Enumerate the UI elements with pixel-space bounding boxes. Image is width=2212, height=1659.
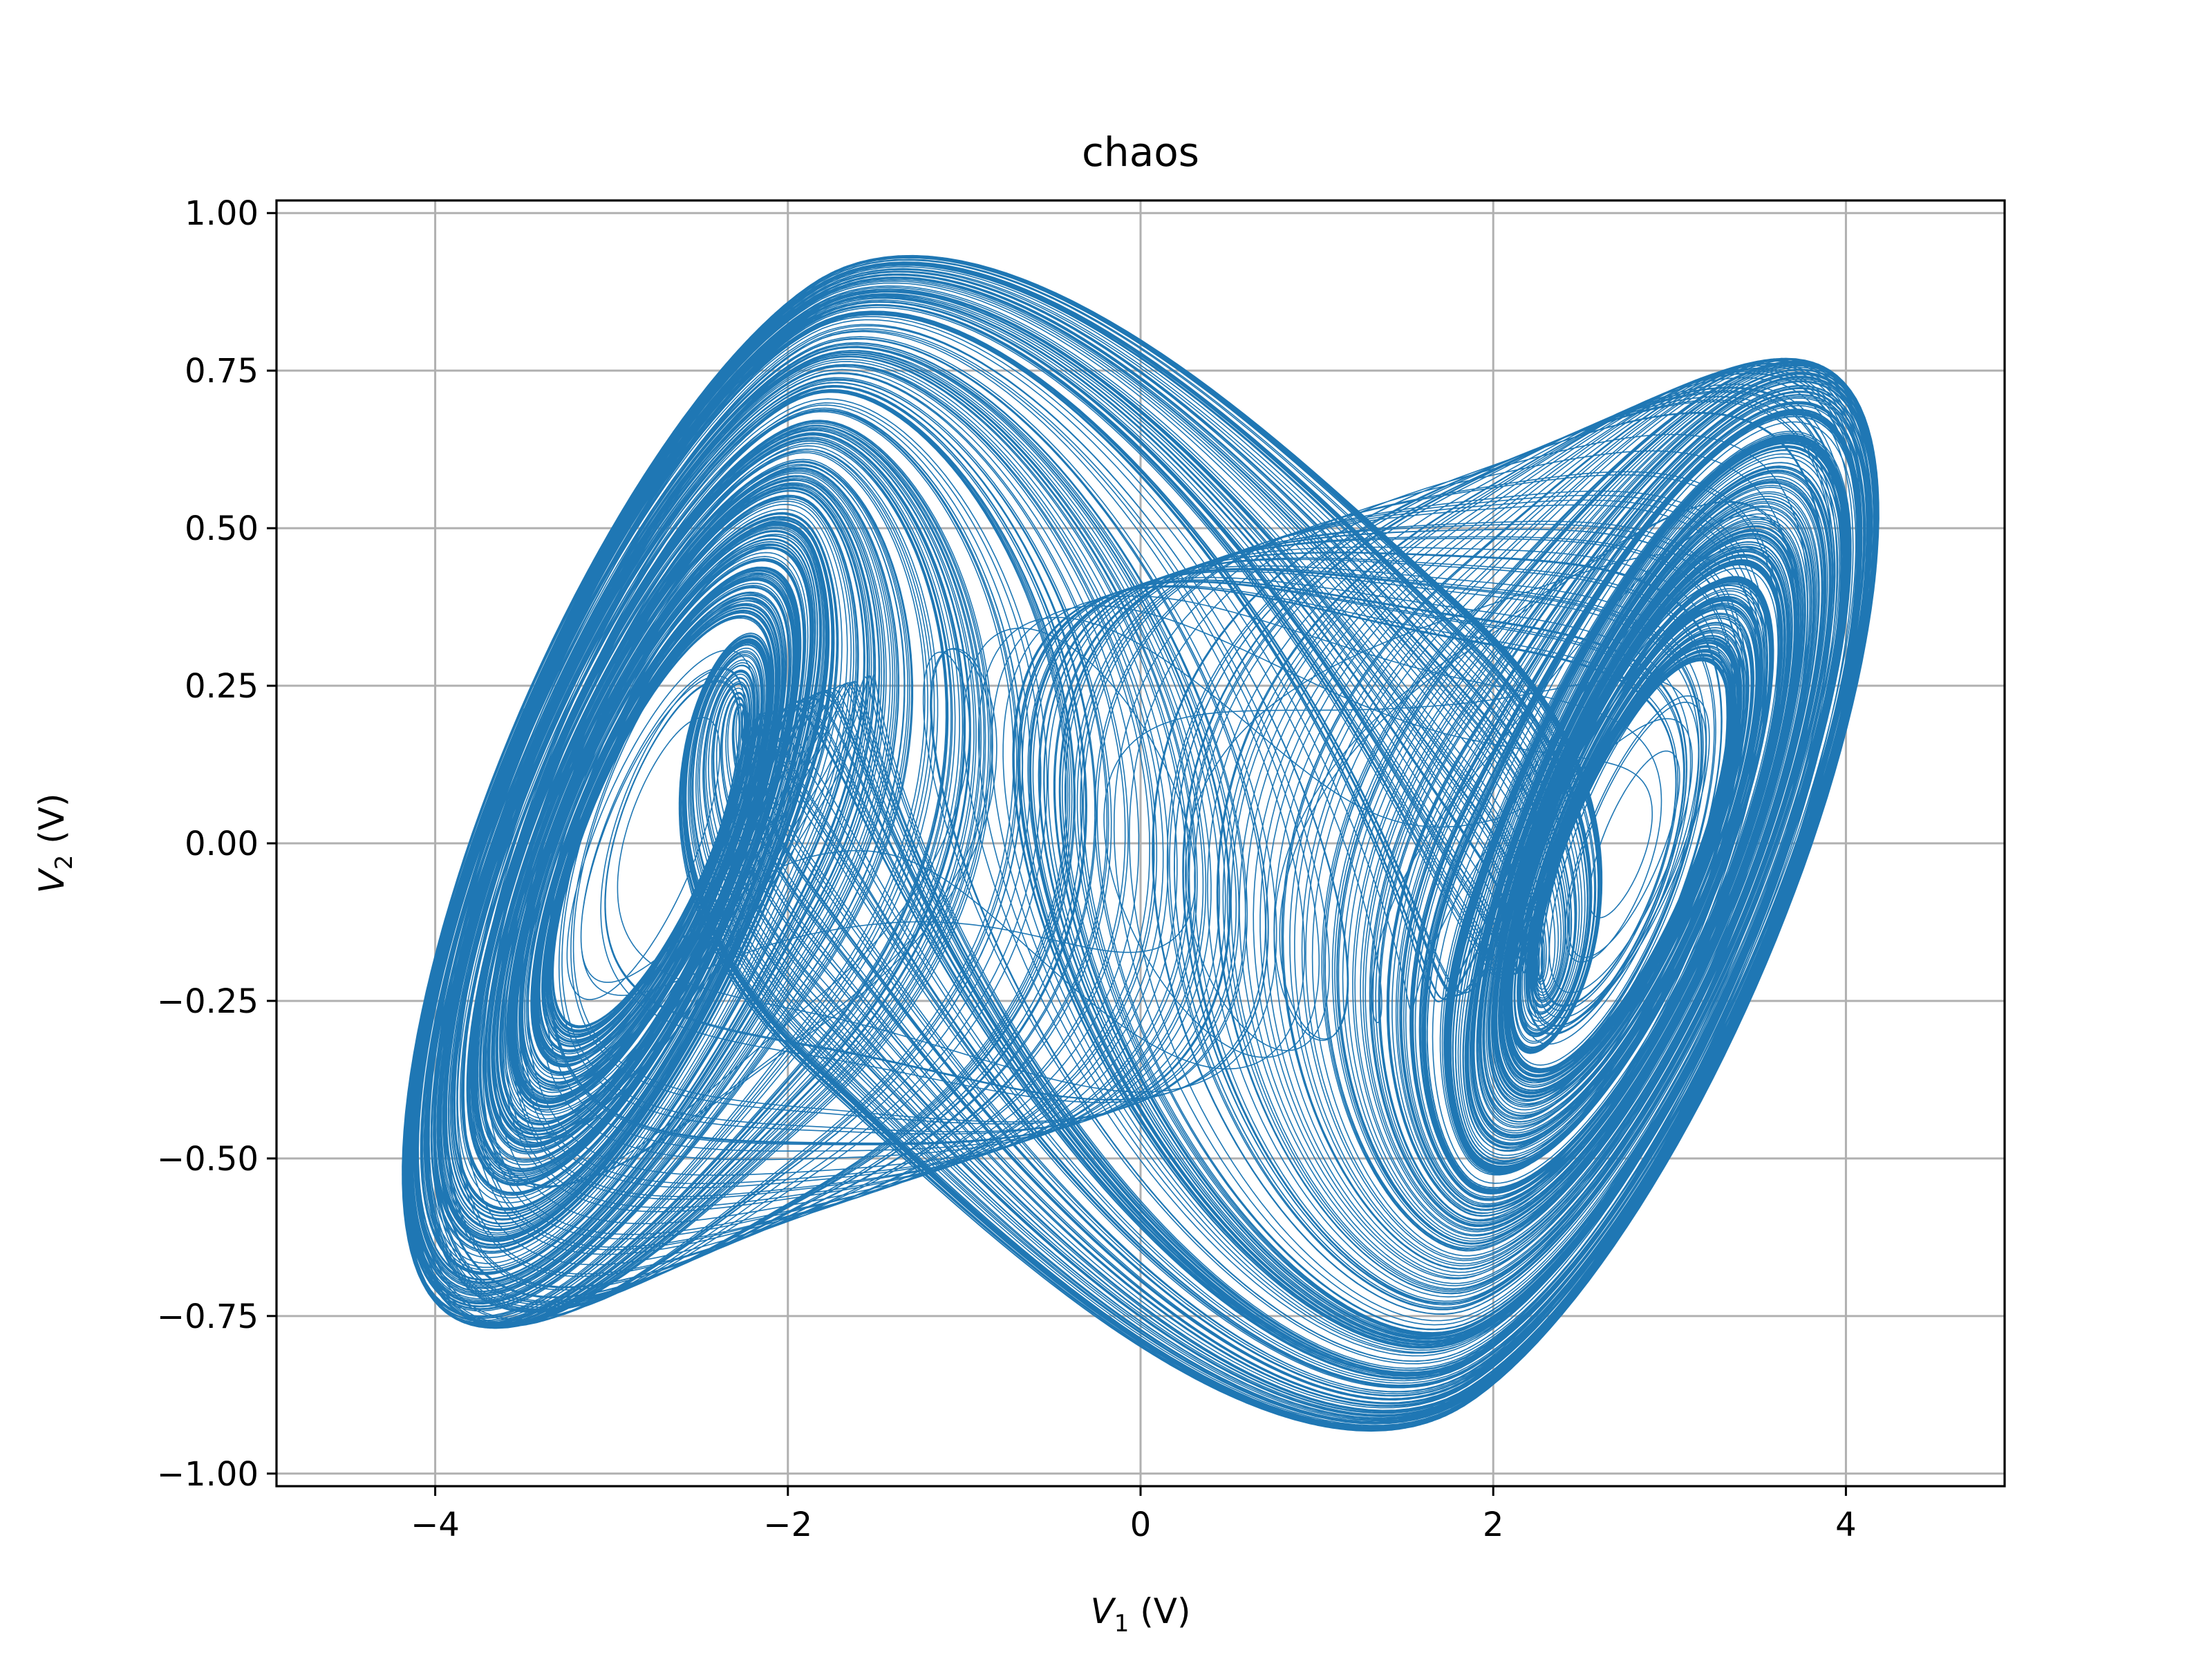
y-axis-label: V2 (V)	[32, 794, 78, 894]
y-tick-label: −0.25	[157, 982, 259, 1021]
y-axis-label-unit: (V)	[32, 794, 72, 855]
x-axis-label-var: V	[1091, 1591, 1117, 1631]
y-tick-label: −0.50	[157, 1140, 259, 1179]
x-tick-label: −4	[411, 1506, 460, 1544]
x-tick-label: 0	[1130, 1506, 1152, 1544]
attractor-trajectory	[402, 254, 1880, 1432]
trajectory-line	[402, 254, 1880, 1432]
y-axis-label-sub: 2	[50, 855, 78, 870]
x-tick-label: −2	[763, 1506, 812, 1544]
chart-title: chaos	[1082, 129, 1199, 176]
y-tick-label: 0.25	[185, 667, 259, 706]
x-axis-ticks: −4 −2 0 2 4	[411, 1486, 1857, 1544]
y-tick-label: −0.75	[157, 1297, 259, 1336]
y-axis-label-var: V	[32, 867, 72, 893]
x-tick-label: 2	[1483, 1506, 1504, 1544]
y-tick-label: 0.75	[185, 352, 259, 391]
y-axis-ticks: −1.00 −0.75 −0.50 −0.25 0.00 0.25 0.50 0.75 1.00	[157, 194, 276, 1494]
y-tick-label: 0.00	[185, 825, 259, 863]
y-tick-label: −1.00	[157, 1455, 259, 1494]
x-axis-label: V1 (V)	[1091, 1591, 1191, 1638]
x-tick-label: 4	[1835, 1506, 1857, 1544]
y-tick-label: 1.00	[185, 194, 259, 233]
x-axis-label-unit: (V)	[1129, 1591, 1190, 1631]
x-axis-label-sub: 1	[1114, 1610, 1130, 1638]
y-tick-label: 0.50	[185, 509, 259, 548]
